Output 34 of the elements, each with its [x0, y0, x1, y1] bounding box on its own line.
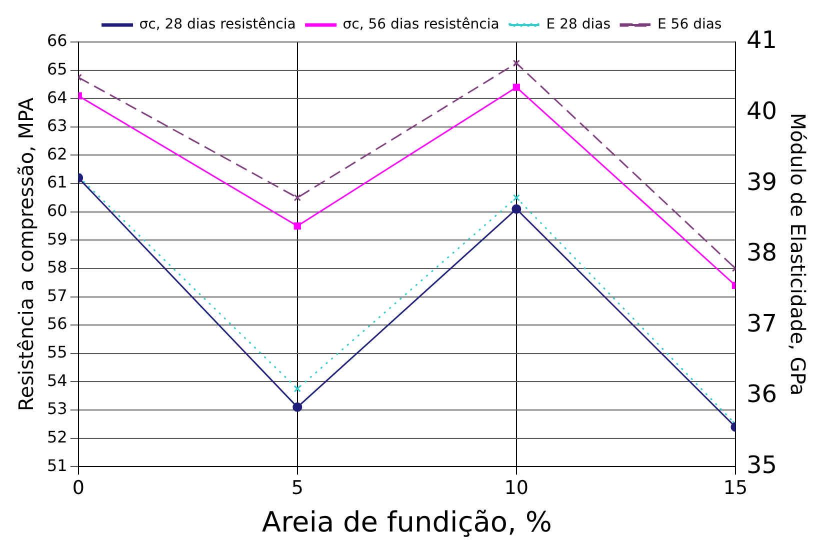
y2-tick-label: 38 [746, 238, 778, 267]
y2-tick-label: 41 [746, 26, 778, 54]
y-tick-label: 65 [47, 59, 68, 78]
y2-tick-label: 40 [746, 97, 778, 125]
x-tick-label: 0 [72, 476, 84, 499]
y-tick-label: 66 [47, 31, 68, 50]
x-tick-label: 5 [291, 476, 304, 499]
x-tick-label: 15 [723, 476, 748, 499]
x-axis-title: Areia de fundição, % [262, 505, 552, 538]
legend-label: E 28 dias [546, 16, 611, 33]
y-tick-label: 63 [47, 116, 68, 136]
y-tick-label: 59 [47, 229, 68, 248]
y2-tick-label: 35 [746, 450, 778, 479]
y-tick-label: 55 [47, 342, 68, 362]
y-tick-label: 58 [47, 258, 68, 277]
y-tick-label: 52 [47, 427, 68, 446]
y-axis-title: Resistência a compressão, MPA [14, 97, 38, 412]
y2-tick-label: 39 [746, 168, 778, 196]
y-tick-label: 61 [47, 172, 68, 192]
y-tick-label: 53 [47, 399, 68, 418]
y-tick-label: 64 [47, 88, 68, 107]
legend-label: E 56 dias [658, 16, 722, 33]
legend-label: σc, 56 dias resistência [342, 16, 500, 33]
y-tick-label: 56 [47, 314, 68, 334]
y-tick-label: 60 [47, 200, 68, 220]
y-tick-label: 57 [47, 286, 68, 305]
y-tick-label: 62 [47, 144, 68, 164]
y2-tick-label: 37 [746, 309, 778, 338]
x-tick-label: 10 [504, 476, 529, 499]
y2-axis-title: Módulo de Elasticidade, GPa [786, 112, 810, 396]
legend-label: σc, 28 dias resistência [139, 16, 296, 33]
y2-tick-label: 36 [746, 380, 778, 408]
y-tick-label: 54 [47, 370, 68, 390]
y-tick-label: 51 [47, 456, 68, 475]
